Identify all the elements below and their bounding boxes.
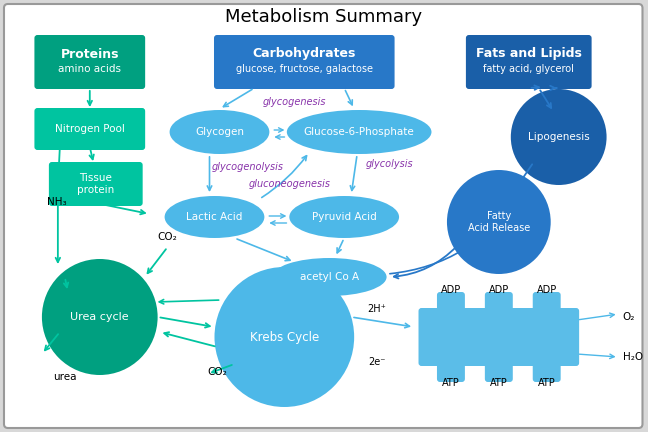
Text: Lactic Acid: Lactic Acid — [187, 212, 243, 222]
Text: 2e⁻: 2e⁻ — [369, 357, 386, 367]
Text: Fats and Lipids: Fats and Lipids — [476, 48, 582, 60]
Text: Pyruvid Acid: Pyruvid Acid — [312, 212, 376, 222]
FancyBboxPatch shape — [34, 35, 145, 89]
Text: glycolysis: glycolysis — [365, 159, 413, 169]
FancyBboxPatch shape — [49, 162, 143, 206]
FancyBboxPatch shape — [4, 4, 642, 428]
Text: urea: urea — [53, 372, 76, 382]
Text: Krebs Cycle: Krebs Cycle — [249, 330, 319, 343]
Text: ATP: ATP — [538, 378, 555, 388]
Text: amino acids: amino acids — [58, 64, 121, 74]
Text: acetyl Co A: acetyl Co A — [299, 272, 359, 282]
Ellipse shape — [170, 110, 270, 154]
Text: Glycogen: Glycogen — [195, 127, 244, 137]
Text: CO₂: CO₂ — [157, 232, 178, 242]
FancyBboxPatch shape — [485, 292, 513, 316]
Text: H₂O: H₂O — [623, 352, 643, 362]
Text: glycogenesis: glycogenesis — [262, 97, 326, 107]
Text: Nitrogen Pool: Nitrogen Pool — [55, 124, 124, 134]
FancyBboxPatch shape — [533, 292, 561, 316]
Circle shape — [42, 259, 157, 375]
Text: glucose, fructose, galactose: glucose, fructose, galactose — [236, 64, 373, 74]
Text: Metabolism Summary: Metabolism Summary — [225, 8, 422, 26]
Text: Fatty
Acid Release: Fatty Acid Release — [468, 211, 530, 233]
Ellipse shape — [272, 258, 387, 296]
FancyBboxPatch shape — [419, 308, 579, 366]
FancyBboxPatch shape — [437, 358, 465, 382]
Text: ADP: ADP — [489, 285, 509, 295]
FancyBboxPatch shape — [437, 292, 465, 316]
Ellipse shape — [287, 110, 432, 154]
Text: CO₂: CO₂ — [207, 367, 227, 377]
Circle shape — [511, 89, 607, 185]
Text: 2H⁺: 2H⁺ — [367, 304, 387, 314]
FancyBboxPatch shape — [533, 358, 561, 382]
Text: NH₃: NH₃ — [47, 197, 67, 207]
Text: Proteins: Proteins — [60, 48, 119, 60]
FancyBboxPatch shape — [466, 35, 592, 89]
FancyBboxPatch shape — [214, 35, 395, 89]
FancyBboxPatch shape — [34, 108, 145, 150]
Text: ADP: ADP — [441, 285, 461, 295]
Text: ATP: ATP — [490, 378, 507, 388]
Text: ADP: ADP — [537, 285, 557, 295]
Text: Carbohydrates: Carbohydrates — [253, 48, 356, 60]
FancyBboxPatch shape — [485, 358, 513, 382]
Ellipse shape — [289, 196, 399, 238]
Circle shape — [214, 267, 354, 407]
Text: Tissue
protein: Tissue protein — [77, 173, 115, 195]
Text: Glucose-6-Phosphate: Glucose-6-Phosphate — [304, 127, 415, 137]
Ellipse shape — [165, 196, 264, 238]
Text: Lipogenesis: Lipogenesis — [528, 132, 590, 142]
Text: glycogenolysis: glycogenolysis — [211, 162, 283, 172]
Text: O₂: O₂ — [623, 312, 635, 322]
Circle shape — [447, 170, 551, 274]
Text: gluconeogenesis: gluconeogenesis — [248, 179, 330, 189]
Text: Urea cycle: Urea cycle — [71, 312, 129, 322]
Text: fatty acid, glycerol: fatty acid, glycerol — [483, 64, 574, 74]
Text: ATP: ATP — [442, 378, 460, 388]
